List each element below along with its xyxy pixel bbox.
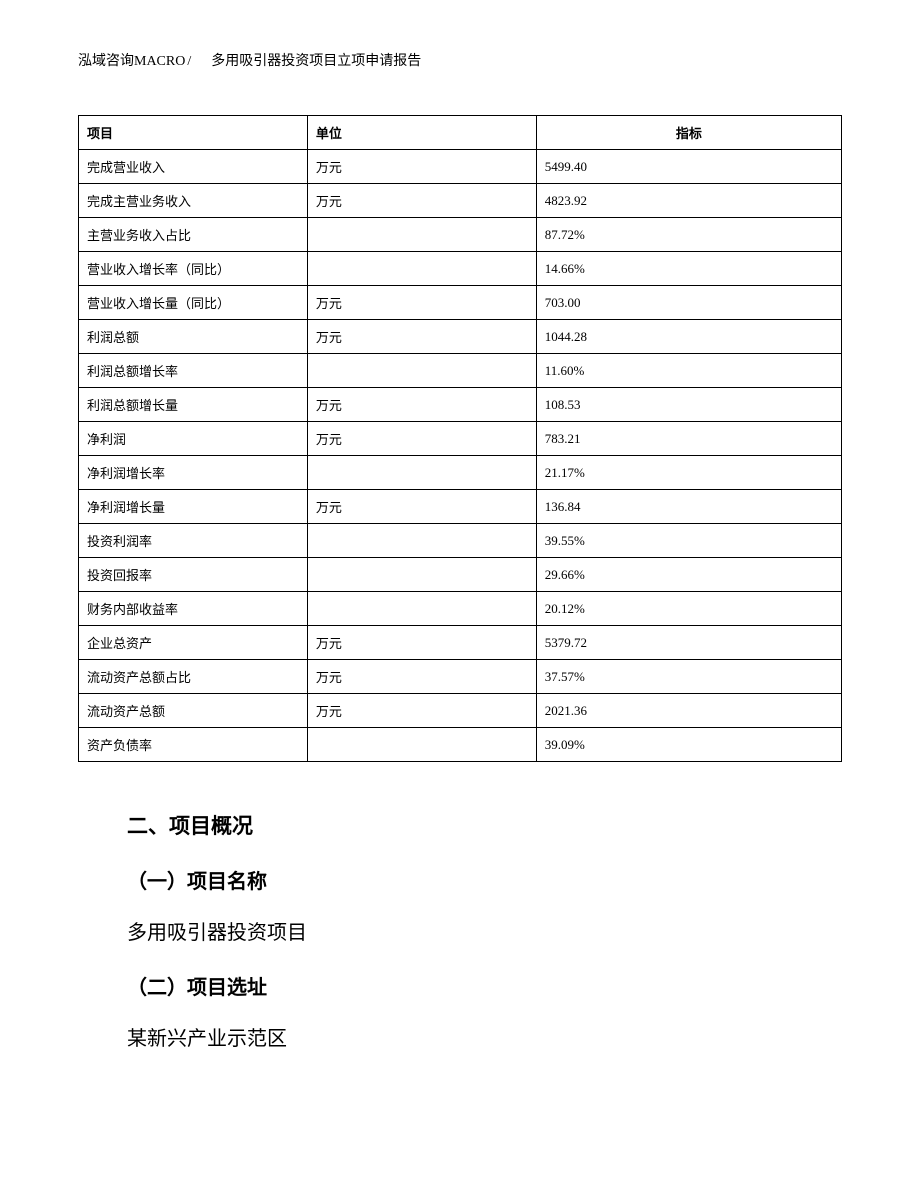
- cell-value: 11.60%: [536, 354, 841, 388]
- cell-item: 流动资产总额: [79, 694, 308, 728]
- cell-value: 21.17%: [536, 456, 841, 490]
- cell-value: 108.53: [536, 388, 841, 422]
- table-row: 资产负债率 39.09%: [79, 728, 842, 762]
- cell-unit: 万元: [307, 422, 536, 456]
- cell-unit: [307, 252, 536, 286]
- cell-unit: 万元: [307, 150, 536, 184]
- col-header-value: 指标: [536, 116, 841, 150]
- cell-item: 主营业务收入占比: [79, 218, 308, 252]
- cell-unit: [307, 456, 536, 490]
- cell-item: 投资利润率: [79, 524, 308, 558]
- table-row: 主营业务收入占比 87.72%: [79, 218, 842, 252]
- table-row: 营业收入增长量（同比）万元703.00: [79, 286, 842, 320]
- header-title: 多用吸引器投资项目立项申请报告: [211, 54, 421, 69]
- body-text-2: 某新兴产业示范区: [127, 1022, 817, 1051]
- table-row: 利润总额增长率 11.60%: [79, 354, 842, 388]
- cell-unit: 万元: [307, 388, 536, 422]
- document-page: 泓域咨询MACRO/ 多用吸引器投资项目立项申请报告 项目 单位 指标 完成营业收…: [0, 0, 920, 1127]
- cell-value: 39.55%: [536, 524, 841, 558]
- cell-item: 净利润增长量: [79, 490, 308, 524]
- sub-heading-2: （二）项目选址: [127, 971, 817, 1000]
- cell-item: 投资回报率: [79, 558, 308, 592]
- table-body: 完成营业收入万元5499.40 完成主营业务收入万元4823.92 主营业务收入…: [79, 150, 842, 762]
- cell-value: 703.00: [536, 286, 841, 320]
- cell-unit: 万元: [307, 490, 536, 524]
- table-row: 完成主营业务收入万元4823.92: [79, 184, 842, 218]
- cell-unit: [307, 354, 536, 388]
- table-row: 投资回报率 29.66%: [79, 558, 842, 592]
- col-header-item: 项目: [79, 116, 308, 150]
- table-row: 净利润增长率 21.17%: [79, 456, 842, 490]
- cell-item: 利润总额增长率: [79, 354, 308, 388]
- cell-unit: 万元: [307, 184, 536, 218]
- cell-value: 136.84: [536, 490, 841, 524]
- page-header: 泓域咨询MACRO/ 多用吸引器投资项目立项申请报告: [78, 50, 842, 70]
- cell-item: 净利润增长率: [79, 456, 308, 490]
- cell-unit: 万元: [307, 320, 536, 354]
- table-row: 财务内部收益率 20.12%: [79, 592, 842, 626]
- financial-table: 项目 单位 指标 完成营业收入万元5499.40 完成主营业务收入万元4823.…: [78, 115, 842, 762]
- cell-unit: 万元: [307, 626, 536, 660]
- header-company: 泓域咨询MACRO: [78, 54, 185, 69]
- section-heading: 二、项目概况: [127, 810, 817, 840]
- table-header-row: 项目 单位 指标: [79, 116, 842, 150]
- cell-value: 37.57%: [536, 660, 841, 694]
- cell-unit: [307, 592, 536, 626]
- cell-item: 营业收入增长率（同比）: [79, 252, 308, 286]
- cell-value: 39.09%: [536, 728, 841, 762]
- table-row: 利润总额万元1044.28: [79, 320, 842, 354]
- header-separator: /: [187, 54, 191, 69]
- cell-value: 29.66%: [536, 558, 841, 592]
- content-section: 二、项目概况 （一）项目名称 多用吸引器投资项目 （二）项目选址 某新兴产业示范…: [78, 810, 842, 1051]
- cell-unit: [307, 728, 536, 762]
- cell-value: 87.72%: [536, 218, 841, 252]
- table-row: 利润总额增长量万元108.53: [79, 388, 842, 422]
- cell-value: 2021.36: [536, 694, 841, 728]
- cell-unit: 万元: [307, 660, 536, 694]
- cell-value: 5379.72: [536, 626, 841, 660]
- cell-value: 14.66%: [536, 252, 841, 286]
- cell-item: 资产负债率: [79, 728, 308, 762]
- table-row: 企业总资产万元5379.72: [79, 626, 842, 660]
- cell-item: 完成营业收入: [79, 150, 308, 184]
- table-row: 净利润万元783.21: [79, 422, 842, 456]
- cell-item: 利润总额增长量: [79, 388, 308, 422]
- table-row: 营业收入增长率（同比） 14.66%: [79, 252, 842, 286]
- cell-unit: [307, 524, 536, 558]
- table-row: 净利润增长量万元136.84: [79, 490, 842, 524]
- col-header-unit: 单位: [307, 116, 536, 150]
- cell-item: 财务内部收益率: [79, 592, 308, 626]
- table-row: 投资利润率 39.55%: [79, 524, 842, 558]
- sub-heading-1: （一）项目名称: [127, 865, 817, 894]
- cell-value: 1044.28: [536, 320, 841, 354]
- cell-unit: 万元: [307, 694, 536, 728]
- cell-unit: [307, 218, 536, 252]
- cell-unit: [307, 558, 536, 592]
- cell-item: 企业总资产: [79, 626, 308, 660]
- cell-value: 783.21: [536, 422, 841, 456]
- cell-item: 营业收入增长量（同比）: [79, 286, 308, 320]
- cell-value: 5499.40: [536, 150, 841, 184]
- cell-item: 流动资产总额占比: [79, 660, 308, 694]
- table-row: 流动资产总额万元2021.36: [79, 694, 842, 728]
- body-text-1: 多用吸引器投资项目: [127, 916, 817, 945]
- table-row: 流动资产总额占比万元37.57%: [79, 660, 842, 694]
- cell-item: 利润总额: [79, 320, 308, 354]
- cell-item: 净利润: [79, 422, 308, 456]
- table-row: 完成营业收入万元5499.40: [79, 150, 842, 184]
- cell-item: 完成主营业务收入: [79, 184, 308, 218]
- cell-value: 4823.92: [536, 184, 841, 218]
- cell-unit: 万元: [307, 286, 536, 320]
- cell-value: 20.12%: [536, 592, 841, 626]
